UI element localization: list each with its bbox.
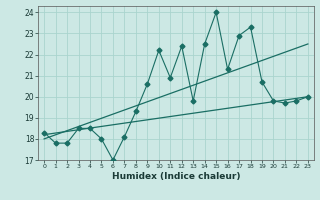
X-axis label: Humidex (Indice chaleur): Humidex (Indice chaleur) <box>112 172 240 181</box>
